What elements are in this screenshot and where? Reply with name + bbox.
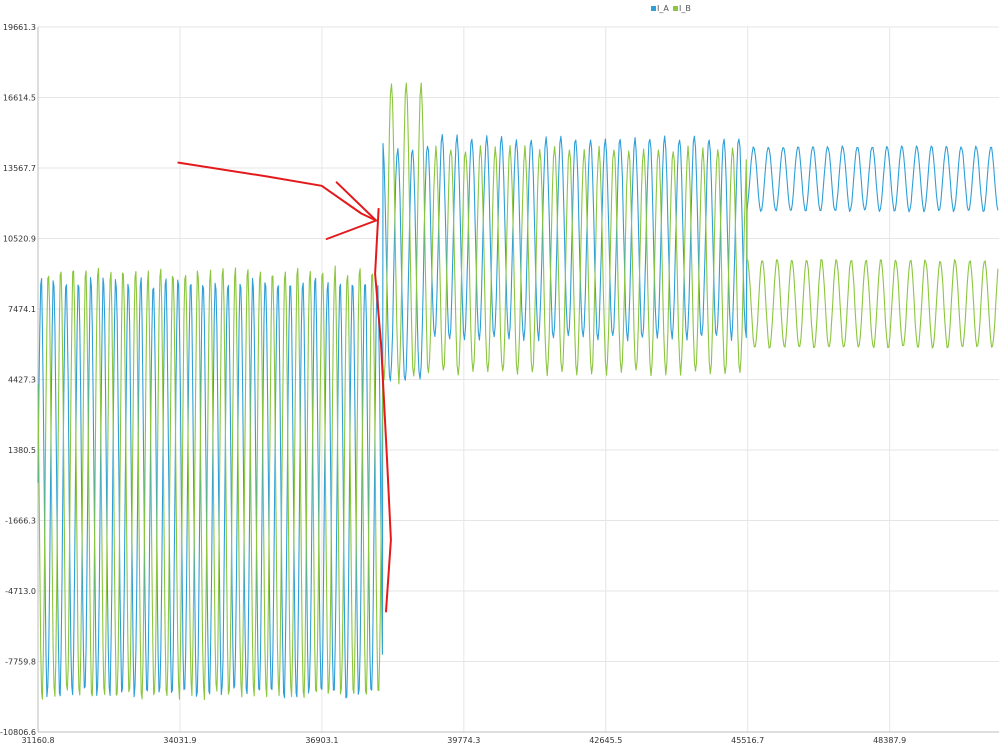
y-tick-label: 7474.1: [8, 305, 36, 314]
x-tick-label: 31160.8: [21, 736, 54, 745]
annotation-freehand-line: [374, 207, 392, 613]
series-group: [37, 82, 999, 701]
series-line-i_a: [37, 133, 999, 699]
y-tick-label: 1380.5: [8, 446, 36, 455]
legend-label: I_B: [679, 4, 691, 13]
x-tick-label: 39774.3: [447, 736, 480, 745]
y-tick-label: 4427.3: [8, 376, 36, 385]
y-tick-label: 13567.7: [3, 164, 36, 173]
x-tick-label: 45516.7: [731, 736, 764, 745]
x-tick-label: 36903.1: [305, 736, 338, 745]
x-tick-label: 42645.5: [589, 736, 622, 745]
grid: [37, 26, 999, 733]
y-tick-label: 10520.9: [3, 235, 36, 244]
x-tick-label: 48387.9: [873, 736, 906, 745]
annotation-freehand-arrow: [177, 161, 378, 222]
y-tick-label: 19661.3: [3, 23, 36, 32]
legend-label: I_A: [657, 4, 669, 13]
annotations: [177, 161, 392, 613]
annotation-freehand-arrow-head: [325, 181, 378, 240]
tick-labels: -10806.6 -7759.8 -4713.0 -1666.3 1380.5 4427.…: [0, 23, 906, 745]
legend: I_A I_B: [651, 4, 691, 13]
legend-swatch: [673, 6, 678, 11]
y-tick-label: -10806.6: [0, 728, 36, 737]
series-line-i_b: [37, 82, 999, 701]
axes: [37, 27, 999, 733]
y-tick-label: -7759.8: [5, 657, 36, 666]
x-tick-label: 34031.9: [163, 736, 196, 745]
y-tick-label: -1666.3: [5, 517, 36, 526]
y-tick-label: 16614.5: [3, 94, 36, 103]
legend-swatch: [651, 6, 656, 11]
y-tick-label: -4713.0: [5, 587, 36, 596]
